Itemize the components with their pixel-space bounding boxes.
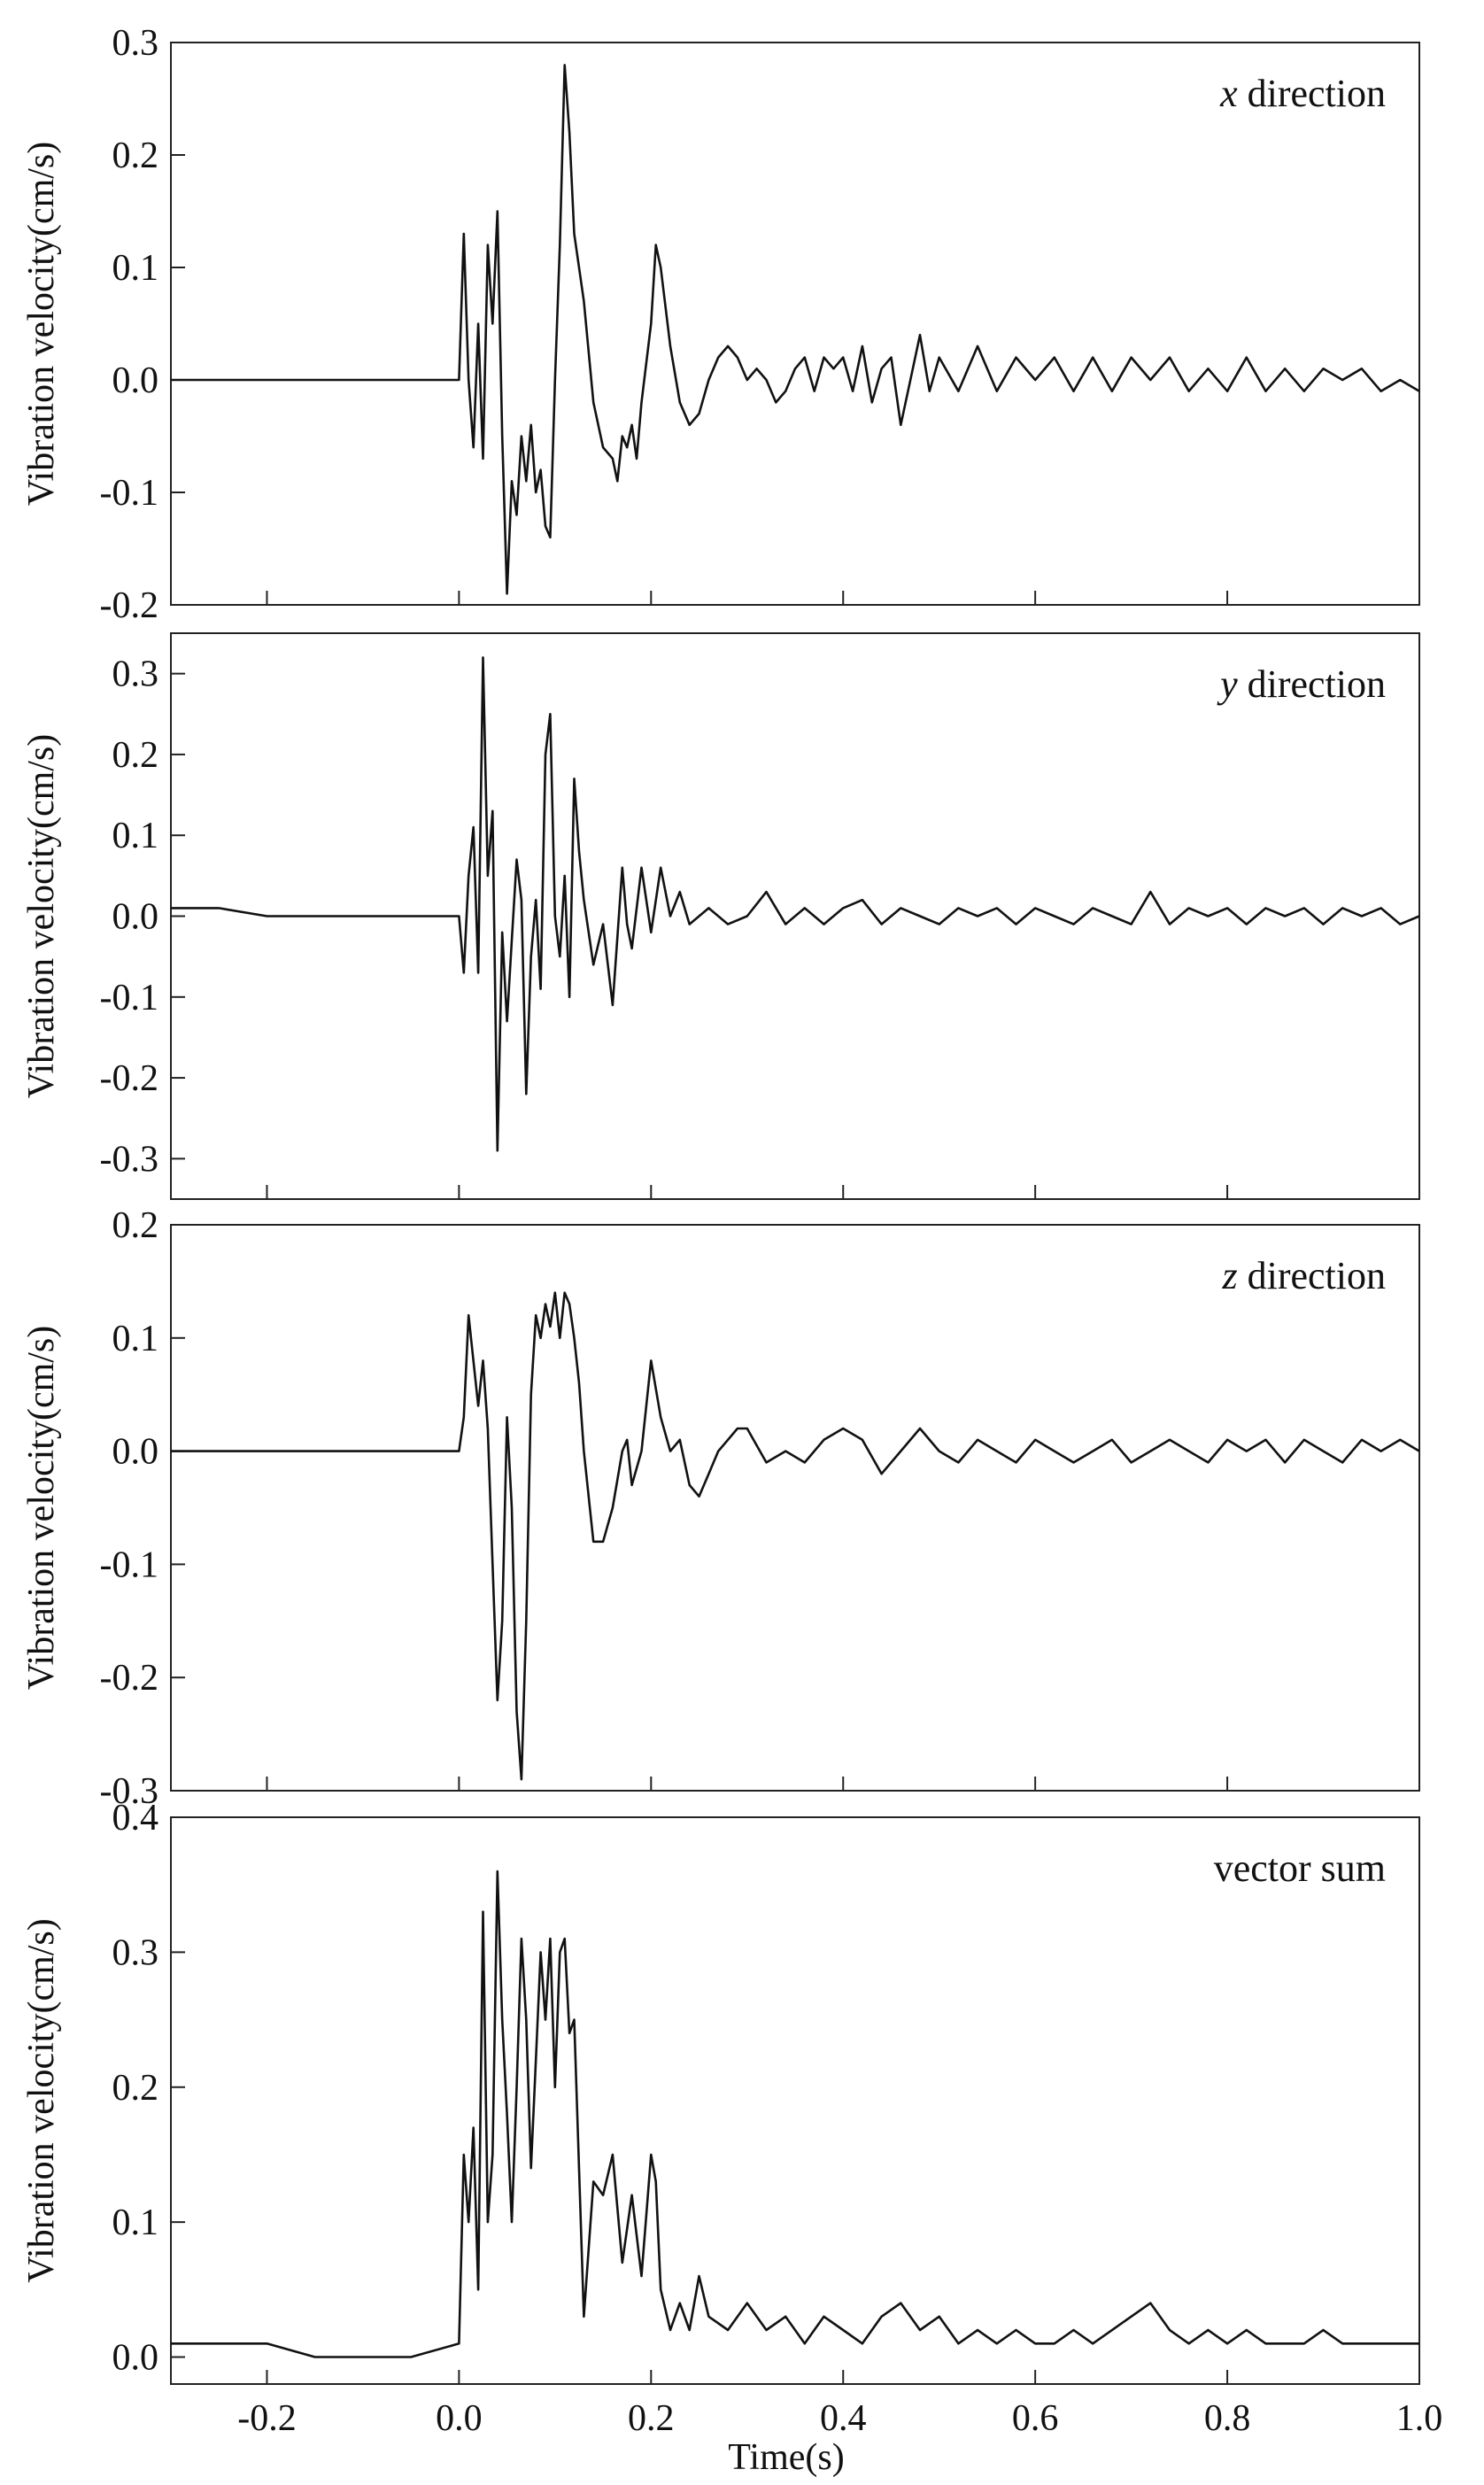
- panel-2-ytick-label: -0.2: [100, 1058, 159, 1099]
- panel-2-ytick-label: 0.2: [112, 735, 159, 776]
- panel-2-ytick-label: -0.3: [100, 1139, 159, 1180]
- panel-3-series-line: [171, 1291, 1420, 1781]
- panel-2-ytick-label: -0.1: [100, 978, 159, 1018]
- panel-3-ytick-label: -0.1: [100, 1544, 159, 1585]
- panel-1-ytick-label: -0.2: [100, 585, 159, 626]
- panel-4-ytick-label: 0.4: [112, 1798, 159, 1839]
- panel-4-series-line: [171, 1870, 1419, 2358]
- xtick-label: 0.8: [1204, 2398, 1251, 2439]
- panel-1-ytick-label: 0.0: [112, 360, 159, 401]
- panel-3-ytick-label: -0.2: [100, 1658, 159, 1699]
- panel-4-frame: [170, 1816, 1420, 2385]
- panel-3-ytick-label: 0.1: [112, 1319, 159, 1359]
- panel-4-ylabel: Vibration velocity(cm/s): [21, 1918, 62, 2283]
- xlabel: Time(s): [728, 2437, 844, 2478]
- panel-4-ytick-label: 0.1: [112, 2202, 159, 2243]
- panel-1-ytick-label: -0.1: [100, 473, 159, 514]
- panel-2-ytick-label: 0.1: [112, 816, 159, 856]
- panel-3-ylabel: Vibration velocity(cm/s): [21, 1326, 62, 1691]
- panel-3-ytick-label: -0.3: [100, 1771, 159, 1812]
- panel-3-ytick-label: 0.0: [112, 1432, 159, 1473]
- panel-1-annotation: x direction: [1219, 72, 1386, 115]
- panel-4-ytick-label: 0.2: [112, 2068, 159, 2109]
- panel-4-annotation: vector sum: [1214, 1846, 1386, 1890]
- panel-2-ytick-label: 0.3: [112, 654, 159, 695]
- xtick-label: -0.2: [237, 2398, 297, 2439]
- panel-4-ytick-label: 0.3: [112, 1932, 159, 1973]
- xtick-label: 0.4: [820, 2398, 867, 2439]
- panel-2-ylabel: Vibration velocity(cm/s): [21, 734, 62, 1099]
- panel-1-series-line: [171, 64, 1420, 595]
- xtick-label: 0.2: [628, 2398, 675, 2439]
- xtick-label: 0.0: [436, 2398, 483, 2439]
- panel-1-ytick-label: 0.2: [112, 135, 159, 176]
- panel-2-ytick-label: 0.0: [112, 897, 159, 938]
- panel-2-series-line: [171, 656, 1420, 1152]
- panel-3-ytick-label: 0.2: [112, 1205, 159, 1246]
- panel-1-ylabel: Vibration velocity(cm/s): [21, 142, 62, 507]
- panel-3-annotation: z direction: [1221, 1254, 1386, 1297]
- panel-1-ytick-label: 0.1: [112, 248, 159, 289]
- panel-1-ytick-label: 0.3: [112, 23, 159, 64]
- panel-3-frame: [170, 1224, 1420, 1792]
- panel-1-frame: [170, 42, 1420, 606]
- xtick-label: 0.6: [1012, 2398, 1059, 2439]
- xtick-label: 1.0: [1396, 2398, 1443, 2439]
- panel-4-ytick-label: 0.0: [112, 2338, 159, 2379]
- panel-2-annotation: y direction: [1217, 662, 1386, 706]
